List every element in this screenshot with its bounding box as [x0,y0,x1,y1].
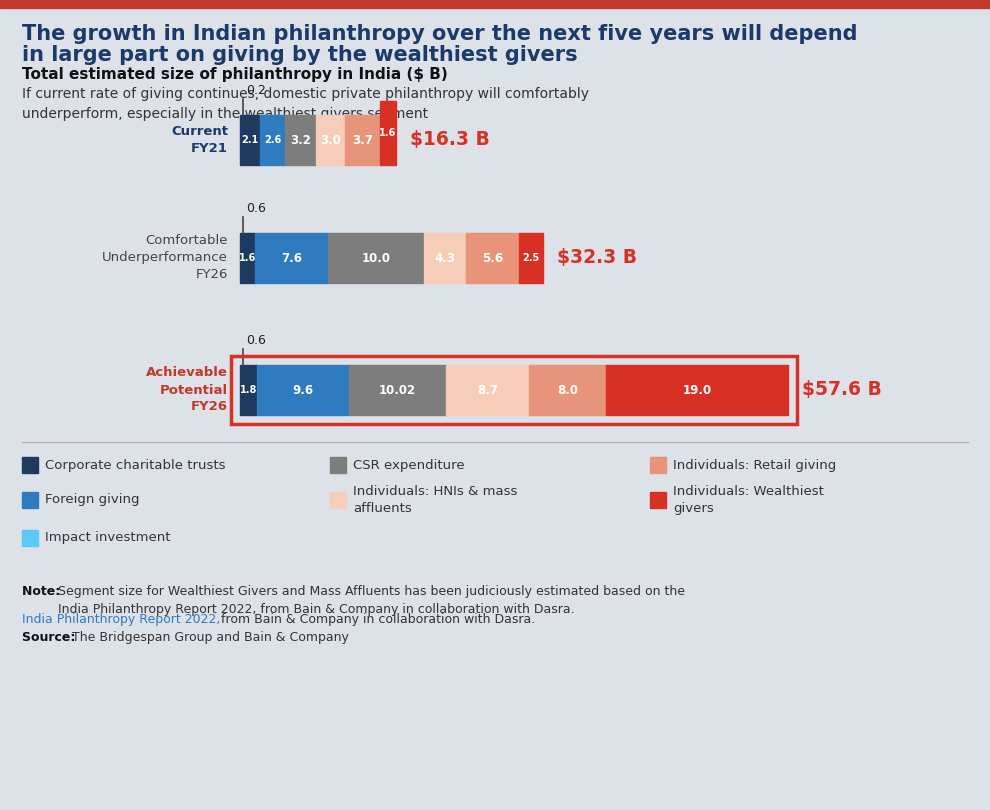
Bar [0,0,990,8]
Text: India Philanthropy Report 2022,: India Philanthropy Report 2022, [22,613,221,626]
Text: 0.6: 0.6 [246,202,266,215]
Bar [606,365,788,415]
Text: 8.7: 8.7 [477,383,498,397]
Text: from Bain & Company in collaboration with Dasra.: from Bain & Company in collaboration wit… [217,613,536,626]
Bar [650,457,666,473]
Bar [425,233,465,283]
Text: in large part on giving by the wealthiest givers: in large part on giving by the wealthies… [22,45,577,65]
Text: Achievable
Potential
FY26: Achievable Potential FY26 [147,366,228,413]
Text: 0.2: 0.2 [246,84,266,97]
Text: Segment size for Wealthiest Givers and Mass Affluents has been judiciously estim: Segment size for Wealthiest Givers and M… [58,585,685,616]
Text: 0.6: 0.6 [246,334,266,347]
Text: 3.0: 3.0 [320,134,341,147]
Text: 1.6: 1.6 [379,128,396,138]
Text: Corporate charitable trusts: Corporate charitable trusts [45,458,226,471]
Bar [650,492,666,508]
Text: 1.8: 1.8 [240,385,257,395]
Text: 2.1: 2.1 [242,135,258,145]
Text: 5.6: 5.6 [482,251,503,265]
Text: The Bridgespan Group and Bain & Company: The Bridgespan Group and Bain & Company [72,631,348,644]
Bar [465,233,520,283]
Text: Source:: Source: [22,631,80,644]
Bar [22,457,38,473]
Text: The growth in Indian philanthropy over the next five years will depend: The growth in Indian philanthropy over t… [22,24,857,44]
Bar [446,365,529,415]
Text: Foreign giving: Foreign giving [45,493,140,506]
Text: 8.0: 8.0 [557,383,578,397]
Text: 3.2: 3.2 [290,134,311,147]
Text: Individuals: Retail giving: Individuals: Retail giving [673,458,837,471]
Bar [329,233,425,283]
Bar [380,101,396,165]
Text: 4.3: 4.3 [435,251,455,265]
Bar [285,115,316,165]
Bar [240,365,257,415]
Text: CSR expenditure: CSR expenditure [353,458,464,471]
Text: Individuals: Wealthiest
givers: Individuals: Wealthiest givers [673,485,824,515]
Text: 19.0: 19.0 [682,383,712,397]
Bar [240,233,255,283]
Text: Total estimated size of philanthropy in India ($ B): Total estimated size of philanthropy in … [22,67,447,82]
Bar [330,492,346,508]
Text: Comfortable
Underperformance
FY26: Comfortable Underperformance FY26 [102,235,228,282]
Text: $32.3 B: $32.3 B [557,249,638,267]
Text: Impact investment: Impact investment [45,531,170,544]
Bar [345,115,380,165]
Text: 9.6: 9.6 [293,383,314,397]
Text: Individuals: HNIs & mass
affluents: Individuals: HNIs & mass affluents [353,485,518,515]
Bar [22,530,38,546]
Bar [349,365,446,415]
Text: Current
FY21: Current FY21 [171,125,228,155]
Text: 10.0: 10.0 [361,251,391,265]
Bar [330,457,346,473]
Bar [529,365,606,415]
Text: 2.6: 2.6 [264,135,281,145]
Bar [260,115,285,165]
Text: 2.5: 2.5 [523,253,540,263]
Bar [257,365,349,415]
Text: 10.02: 10.02 [379,383,416,397]
Text: 7.6: 7.6 [281,251,302,265]
Text: Note:: Note: [22,585,64,598]
Text: 3.7: 3.7 [352,134,373,147]
Text: $16.3 B: $16.3 B [410,130,489,150]
Bar [22,492,38,508]
Bar [240,115,260,165]
Text: If current rate of giving continues, domestic private philanthropy will comforta: If current rate of giving continues, dom… [22,87,589,121]
Bar [231,356,797,424]
Bar [255,233,329,283]
Text: $57.6 B: $57.6 B [802,381,882,399]
Bar [316,115,345,165]
Text: 1.6: 1.6 [239,253,256,263]
Bar [520,233,544,283]
